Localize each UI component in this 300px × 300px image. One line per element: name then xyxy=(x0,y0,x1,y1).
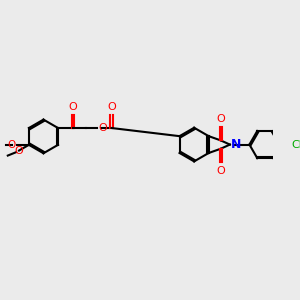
Text: N: N xyxy=(231,138,241,151)
Text: O: O xyxy=(69,102,77,112)
Text: O: O xyxy=(98,123,107,133)
Text: O: O xyxy=(216,113,225,124)
Text: O: O xyxy=(15,146,23,155)
Text: O: O xyxy=(216,166,225,176)
Text: O: O xyxy=(7,140,15,150)
Text: Cl: Cl xyxy=(291,140,300,150)
Text: O: O xyxy=(107,102,116,112)
